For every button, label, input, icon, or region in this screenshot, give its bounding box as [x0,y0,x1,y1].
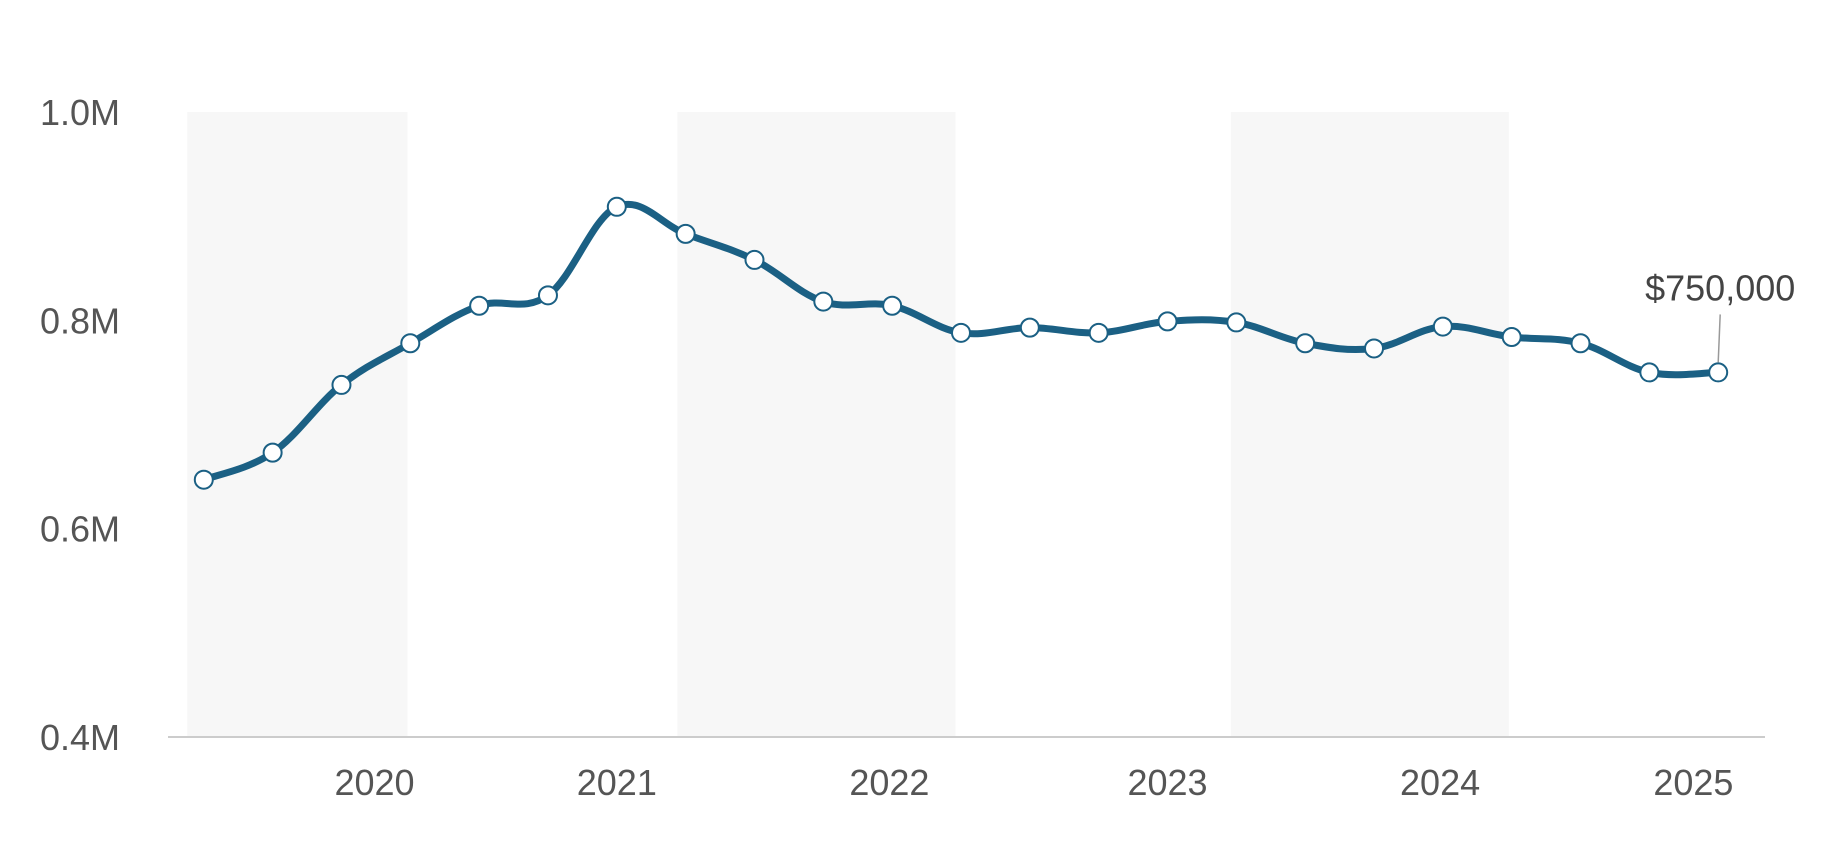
shaded-band [677,112,956,737]
x-tick-label: 2023 [1127,762,1207,803]
data-point[interactable] [1501,327,1522,347]
data-point[interactable] [193,469,214,490]
y-tick-label: 1.0M [40,92,120,133]
data-point[interactable] [262,442,283,463]
data-point[interactable] [1295,333,1316,354]
shaded-band [1230,112,1509,737]
data-point[interactable] [813,291,834,312]
annotation-group: $750,000 [1645,267,1795,363]
data-point[interactable] [675,223,696,244]
series-group [193,196,1729,490]
data-point[interactable] [950,322,971,343]
x-tick-label: 2020 [334,762,414,803]
data-point[interactable] [1432,316,1453,337]
data-point[interactable] [537,285,558,306]
data-point[interactable] [1364,338,1385,359]
data-point[interactable] [1226,312,1247,333]
shaded-bands [187,112,1509,737]
annotation-leader-line [1717,314,1721,363]
y-axis-ticks: 0.4M 0.6M 0.8M 1.0M [40,92,120,758]
data-point[interactable] [469,295,490,316]
shaded-band [187,112,408,737]
data-point[interactable] [1157,311,1178,332]
data-point[interactable] [1708,362,1729,383]
y-tick-label: 0.6M [40,509,120,550]
data-point[interactable] [744,249,765,270]
data-point[interactable] [1639,362,1660,383]
y-tick-label: 0.4M [40,717,120,758]
data-point[interactable] [1570,333,1591,354]
x-tick-label: 2022 [849,762,929,803]
x-tick-label: 2025 [1653,762,1733,803]
annotation-label: $750,000 [1645,267,1795,308]
data-point[interactable] [1019,317,1040,338]
data-point[interactable] [882,295,903,316]
data-point[interactable] [400,333,421,354]
data-point[interactable] [1088,322,1109,343]
x-axis-ticks: 2020 2021 2022 2023 2024 2025 [334,762,1733,803]
x-tick-label: 2024 [1400,762,1480,803]
data-point[interactable] [331,374,352,395]
series-line [200,200,1722,484]
data-point[interactable] [606,196,627,217]
x-tick-label: 2021 [577,762,657,803]
y-tick-label: 0.8M [40,300,120,341]
